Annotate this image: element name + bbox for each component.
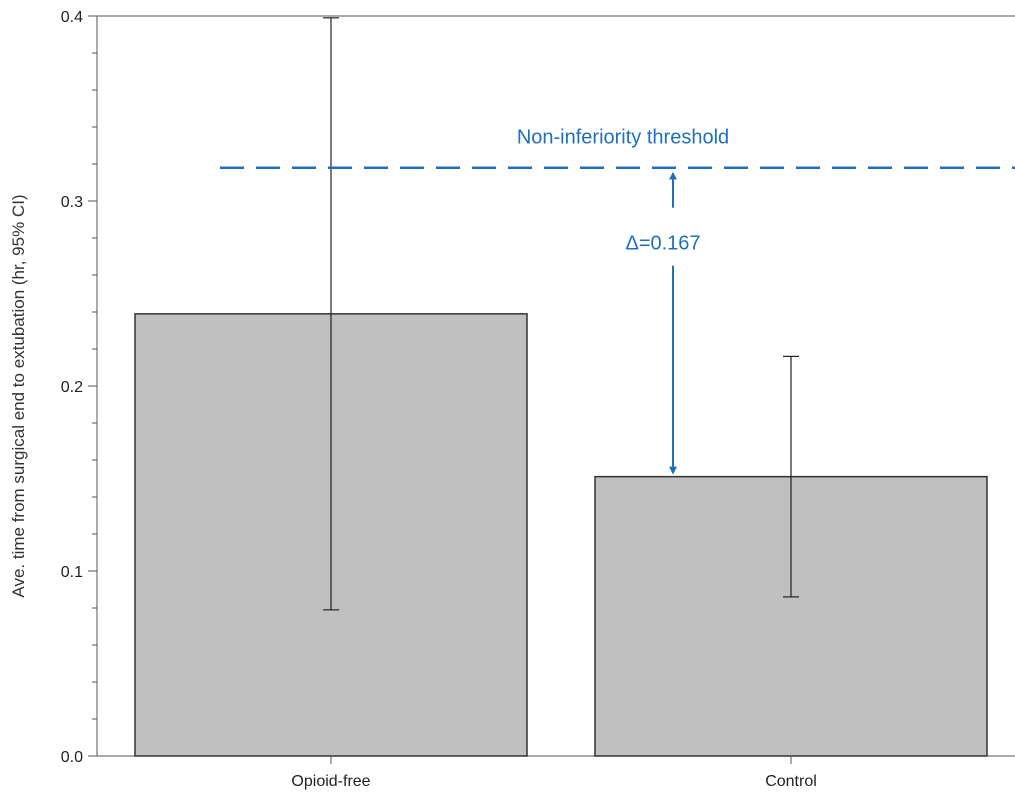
y-tick-label: 0.4 (61, 9, 83, 26)
y-tick-label: 0.0 (61, 749, 83, 766)
y-axis-title: Ave. time from surgical end to extubatio… (9, 194, 28, 597)
x-tick-label: Control (765, 773, 817, 790)
y-tick-label: 0.3 (61, 194, 83, 211)
delta-label: Δ=0.167 (625, 233, 700, 255)
threshold-label: Non-inferiority threshold (517, 127, 729, 149)
y-tick-label: 0.2 (61, 379, 83, 396)
x-tick-label: Opioid-free (291, 773, 370, 790)
y-tick-label: 0.1 (61, 564, 83, 581)
